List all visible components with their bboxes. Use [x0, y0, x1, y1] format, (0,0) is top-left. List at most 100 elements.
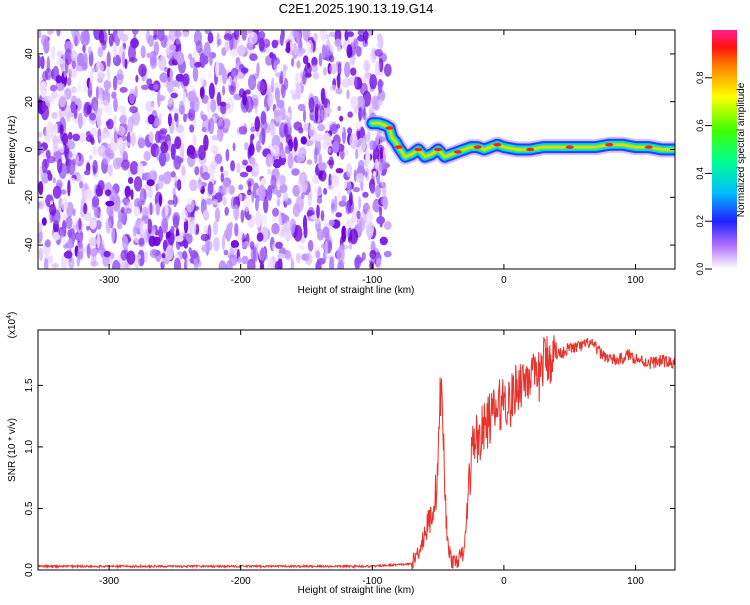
noise-speckle [55, 74, 62, 84]
noise-speckle [143, 150, 151, 162]
noise-speckle [374, 158, 379, 170]
noise-speckle [336, 190, 341, 201]
noise-speckle [287, 112, 291, 118]
noise-speckle [138, 63, 147, 77]
noise-speckle [102, 129, 110, 138]
noise-speckle [306, 159, 313, 165]
noise-speckle [315, 261, 322, 269]
noise-speckle [336, 246, 345, 262]
noise-speckle [160, 141, 169, 154]
noise-speckle [226, 103, 231, 109]
noise-speckle [53, 135, 58, 153]
noise-speckle [290, 258, 294, 269]
noise-speckle [378, 158, 386, 171]
noise-speckle [141, 84, 150, 91]
noise-speckle [375, 257, 383, 269]
ridge-hotspot [565, 145, 574, 149]
noise-speckle [147, 218, 153, 234]
noise-speckle [175, 227, 179, 237]
noise-speckle [277, 214, 282, 226]
noise-speckle [203, 225, 208, 231]
noise-speckle [95, 186, 104, 197]
noise-speckle [298, 244, 306, 250]
noise-speckle [212, 198, 218, 206]
noise-speckle [345, 115, 350, 122]
noise-speckle [362, 110, 367, 121]
noise-speckle [38, 131, 43, 138]
noise-speckle [47, 30, 54, 35]
noise-speckle [221, 179, 231, 196]
noise-speckle [331, 179, 339, 187]
noise-speckle [270, 174, 277, 190]
noise-speckle [366, 211, 374, 223]
noise-speckle [233, 204, 240, 221]
noise-speckle [38, 55, 42, 69]
noise-speckle [335, 88, 343, 95]
noise-speckle [97, 72, 106, 79]
noise-speckle [245, 89, 251, 95]
noise-speckle [43, 38, 50, 54]
noise-speckle [82, 44, 86, 53]
noise-speckle [175, 235, 184, 243]
noise-speckle [167, 199, 175, 205]
x-tick-label: -100 [362, 576, 382, 587]
noise-speckle [42, 70, 49, 81]
noise-speckle [96, 232, 101, 249]
noise-speckle [323, 187, 328, 195]
noise-speckle [207, 32, 214, 44]
noise-speckle [349, 228, 359, 245]
ridge-hotspot [526, 147, 535, 152]
noise-speckle [354, 121, 362, 132]
noise-speckle [222, 196, 227, 206]
noise-speckle [317, 230, 323, 240]
noise-speckle [236, 163, 241, 174]
noise-speckle [40, 55, 45, 70]
noise-speckle [170, 171, 176, 178]
noise-speckle [72, 158, 77, 166]
noise-speckle [88, 80, 93, 92]
noise-speckle [334, 38, 342, 48]
noise-speckle [205, 198, 213, 205]
noise-speckle [111, 227, 115, 243]
ridge-hotspot [473, 145, 482, 149]
noise-speckle [112, 259, 121, 269]
noise-speckle [200, 76, 204, 88]
colorbar-tick-label: 0.8 [695, 72, 705, 85]
noise-speckle [43, 258, 49, 269]
noise-speckle [297, 103, 306, 112]
noise-speckle [215, 60, 220, 78]
noise-speckle [214, 207, 221, 223]
noise-speckle [46, 170, 52, 176]
noise-speckle [356, 95, 365, 112]
noise-speckle [343, 181, 347, 189]
noise-speckle [230, 71, 238, 87]
noise-speckle [270, 144, 280, 157]
noise-speckle [382, 195, 388, 210]
noise-speckle [98, 84, 103, 101]
noise-speckle [245, 40, 253, 56]
noise-speckle [193, 258, 199, 269]
noise-speckle [237, 256, 242, 264]
noise-speckle [133, 198, 142, 209]
noise-speckle [91, 195, 100, 208]
noise-speckle [112, 140, 119, 152]
noise-speckle [60, 197, 69, 211]
snr-panel: -300 -200 -100 0 100 0.0 0.5 1.0 1.5 Height of … [6, 312, 676, 596]
noise-speckle [258, 37, 265, 52]
ridge-hotspot [453, 150, 462, 154]
noise-speckle [283, 191, 289, 202]
noise-speckle [216, 116, 225, 130]
noise-speckle [349, 57, 356, 66]
noise-speckle [241, 255, 249, 265]
noise-speckle [271, 222, 280, 235]
noise-speckle [92, 159, 98, 174]
noise-speckle [314, 185, 323, 197]
noise-speckle [82, 188, 86, 195]
noise-speckle [295, 82, 302, 100]
noise-speckle [44, 239, 51, 248]
noise-speckle [166, 76, 175, 93]
noise-speckle [203, 134, 209, 151]
noise-speckle [384, 142, 389, 156]
noise-speckle [337, 45, 341, 52]
